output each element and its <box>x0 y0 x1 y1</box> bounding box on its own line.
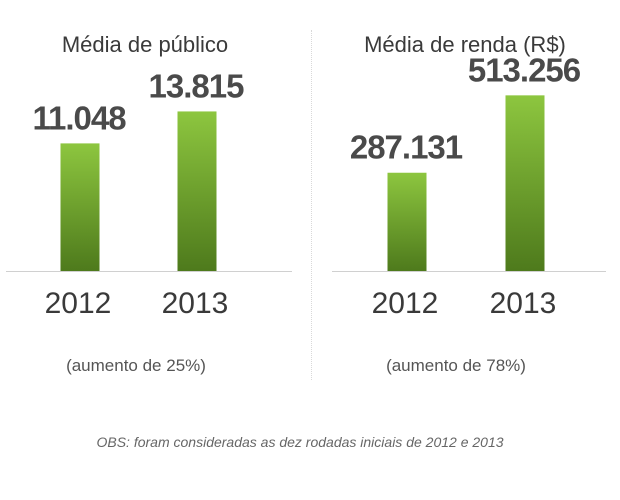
chart-panel-publico: Média de público 11.048 2012 13.815 2013 (a… <box>0 0 300 400</box>
chart-title-renda: Média de renda (R$) <box>364 32 566 57</box>
bar-2013 <box>505 95 545 272</box>
chart-publico: 11.048 2012 13.815 2013 <box>6 67 292 320</box>
data-label-2013: 513.256 <box>468 51 581 88</box>
data-label-2012: 287.131 <box>350 129 463 166</box>
footnote: OBS: foram consideradas as dez rodadas i… <box>0 434 620 450</box>
data-label-2012: 11.048 <box>32 99 126 136</box>
bar-2013 <box>177 111 217 271</box>
tick-label-2012: 2012 <box>45 287 112 320</box>
increase-note-publico: (aumento de 25%) <box>66 356 206 375</box>
data-label-2013: 13.815 <box>149 67 245 104</box>
chart-panel-renda: Média de renda (R$) 287.131 2012 513.256 20… <box>320 0 620 400</box>
footnote-text: OBS: foram consideradas as dez rodadas i… <box>96 434 504 450</box>
bar-2012 <box>387 172 427 271</box>
tick-label-2013: 2013 <box>162 287 229 320</box>
bar-2012 <box>60 143 100 271</box>
tick-label-2013: 2013 <box>490 287 557 320</box>
panel-divider <box>311 30 312 380</box>
chart-title-publico: Média de público <box>61 32 229 57</box>
tick-label-2012: 2012 <box>372 287 439 320</box>
increase-note-renda: (aumento de 78%) <box>386 356 526 375</box>
chart-renda: 287.131 2012 513.256 2013 <box>332 51 606 320</box>
